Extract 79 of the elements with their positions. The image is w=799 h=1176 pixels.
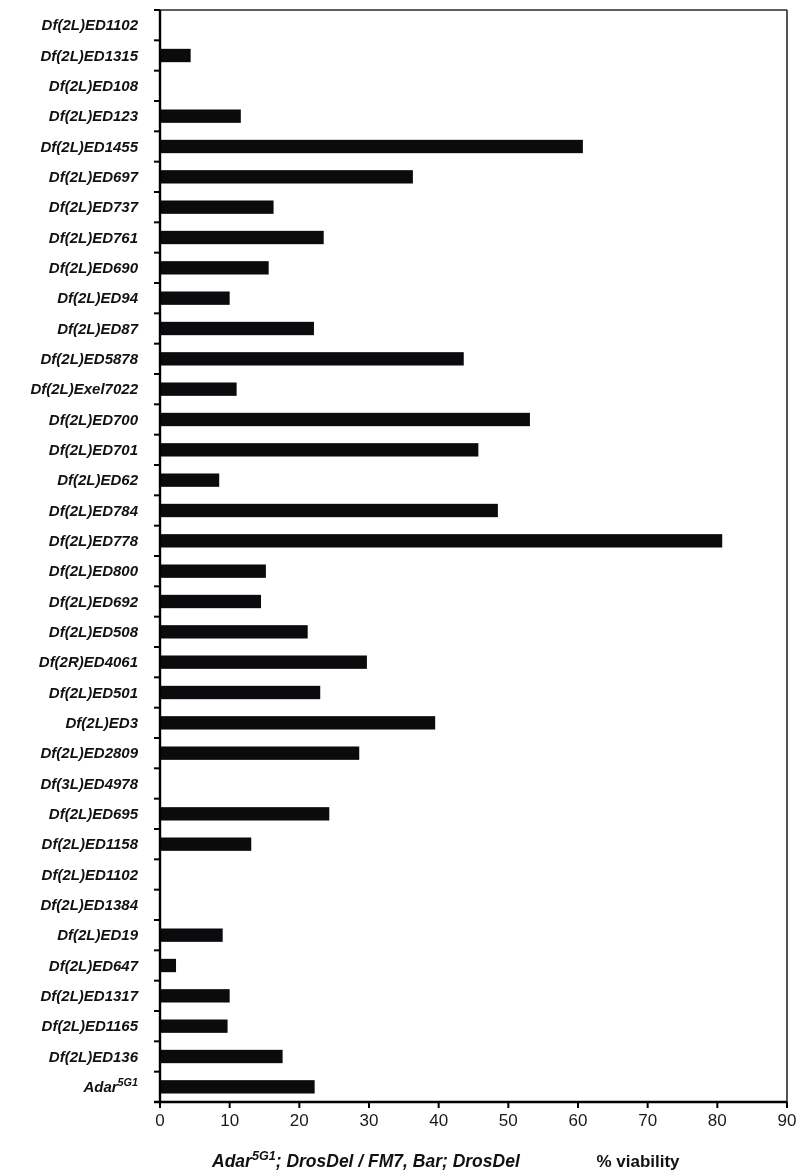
x-tick-label: 80 — [707, 1111, 727, 1130]
y-tick-label: Df(3L)ED4978 — [40, 774, 139, 792]
bar — [160, 352, 464, 366]
x-tick-label: 40 — [429, 1111, 449, 1130]
y-tick-label: Df(2L)ED1317 — [40, 987, 139, 1005]
y-tick-label: Df(2L)ED800 — [48, 562, 139, 580]
bar — [160, 594, 262, 609]
bar — [160, 170, 413, 184]
y-tick-label: Df(2L)ED692 — [48, 592, 139, 610]
x-tick-label: 50 — [498, 1111, 518, 1130]
y-tick-label: Df(2L)ED697 — [48, 168, 139, 186]
x-tick-label: 30 — [359, 1111, 379, 1130]
bar — [160, 928, 223, 942]
x-tick-label: 0 — [155, 1111, 165, 1130]
y-tick-label: Df(2L)ED19 — [57, 926, 139, 944]
y-tick-label: Df(2L)ED784 — [48, 501, 139, 519]
y-tick-label: Df(2L)ED761 — [48, 228, 138, 246]
y-tick-label: Df(2L)ED690 — [48, 259, 139, 277]
y-tick-label: Df(2L)ED647 — [48, 956, 139, 974]
y-tick-label: Df(2L)ED62 — [57, 471, 139, 489]
y-tick-label: Df(2L)ED136 — [48, 1047, 139, 1065]
y-tick-label: Df(2L)ED1315 — [40, 46, 139, 64]
bar — [160, 1080, 315, 1094]
bar — [160, 989, 230, 1003]
y-tick-label: Df(2L)ED94 — [57, 289, 139, 307]
bar — [160, 382, 237, 396]
y-tick-label: Df(2L)ED778 — [48, 532, 139, 550]
bar — [160, 230, 324, 245]
y-tick-label: Df(2L)ED695 — [48, 805, 139, 823]
x-tick-label: 20 — [289, 1111, 309, 1130]
bar — [160, 655, 367, 669]
bar — [160, 958, 177, 973]
x-tick-label: 60 — [568, 1111, 588, 1130]
y-tick-label: Df(2L)ED701 — [48, 441, 138, 459]
bar — [160, 412, 530, 427]
y-tick-label: Df(2L)ED2809 — [40, 744, 139, 762]
y-tick-label: Df(2L)ED123 — [48, 107, 139, 125]
x-tick-label: 70 — [638, 1111, 658, 1130]
bar — [160, 48, 191, 63]
y-tick-label: Df(2L)ED87 — [57, 319, 139, 337]
bar — [160, 534, 723, 548]
bar — [160, 716, 436, 730]
y-tick-label: Df(2R)ED4061 — [38, 653, 138, 671]
y-tick-label: Adar$^{5G1}$ — [82, 1076, 138, 1096]
bar — [160, 503, 498, 518]
bar — [160, 837, 252, 851]
bar — [160, 291, 230, 305]
y-tick-label: Df(2L)ED1455 — [40, 137, 139, 155]
y-tick-label: Df(2L)ED1158 — [41, 835, 139, 853]
y-tick-label: Df(2L)ED700 — [48, 410, 139, 428]
text: Adar$^{5G1}$; DrosDel / FM7, Bar; DrosDel — [211, 1149, 521, 1171]
bar — [160, 1019, 228, 1033]
bar — [160, 473, 220, 487]
y-tick-label: Df(2L)ED5878 — [40, 350, 139, 368]
bar — [160, 443, 479, 457]
x-tick-label: 90 — [777, 1111, 797, 1130]
y-tick-label: Df(2L)ED3 — [65, 714, 139, 732]
y-tick-label: Df(2L)ED501 — [48, 683, 138, 701]
bar — [160, 564, 266, 578]
bar — [160, 746, 360, 760]
y-tick-label: Df(2L)ED108 — [48, 77, 139, 95]
bar — [160, 321, 314, 336]
bar — [160, 807, 330, 821]
y-tick-label: Df(2L)Exel7022 — [30, 380, 139, 398]
y-tick-label: Df(2L)ED1165 — [41, 1017, 139, 1035]
bar — [160, 685, 321, 700]
bar — [160, 1049, 283, 1064]
y-tick-label: Df(2L)ED1102 — [41, 865, 139, 883]
y-tick-label: Df(2L)ED1102 — [41, 16, 139, 34]
y-tick-label: Df(2L)ED1384 — [40, 896, 139, 914]
y-tick-label: Df(2L)ED737 — [48, 198, 139, 216]
y-tick-label: Df(2L)ED508 — [48, 623, 139, 641]
x-tick-label: 10 — [220, 1111, 240, 1130]
bar — [160, 625, 308, 639]
x-axis-title: % viability — [596, 1152, 681, 1171]
bar — [160, 109, 241, 123]
bar — [160, 200, 274, 214]
bar — [160, 261, 269, 275]
bar — [160, 139, 583, 154]
